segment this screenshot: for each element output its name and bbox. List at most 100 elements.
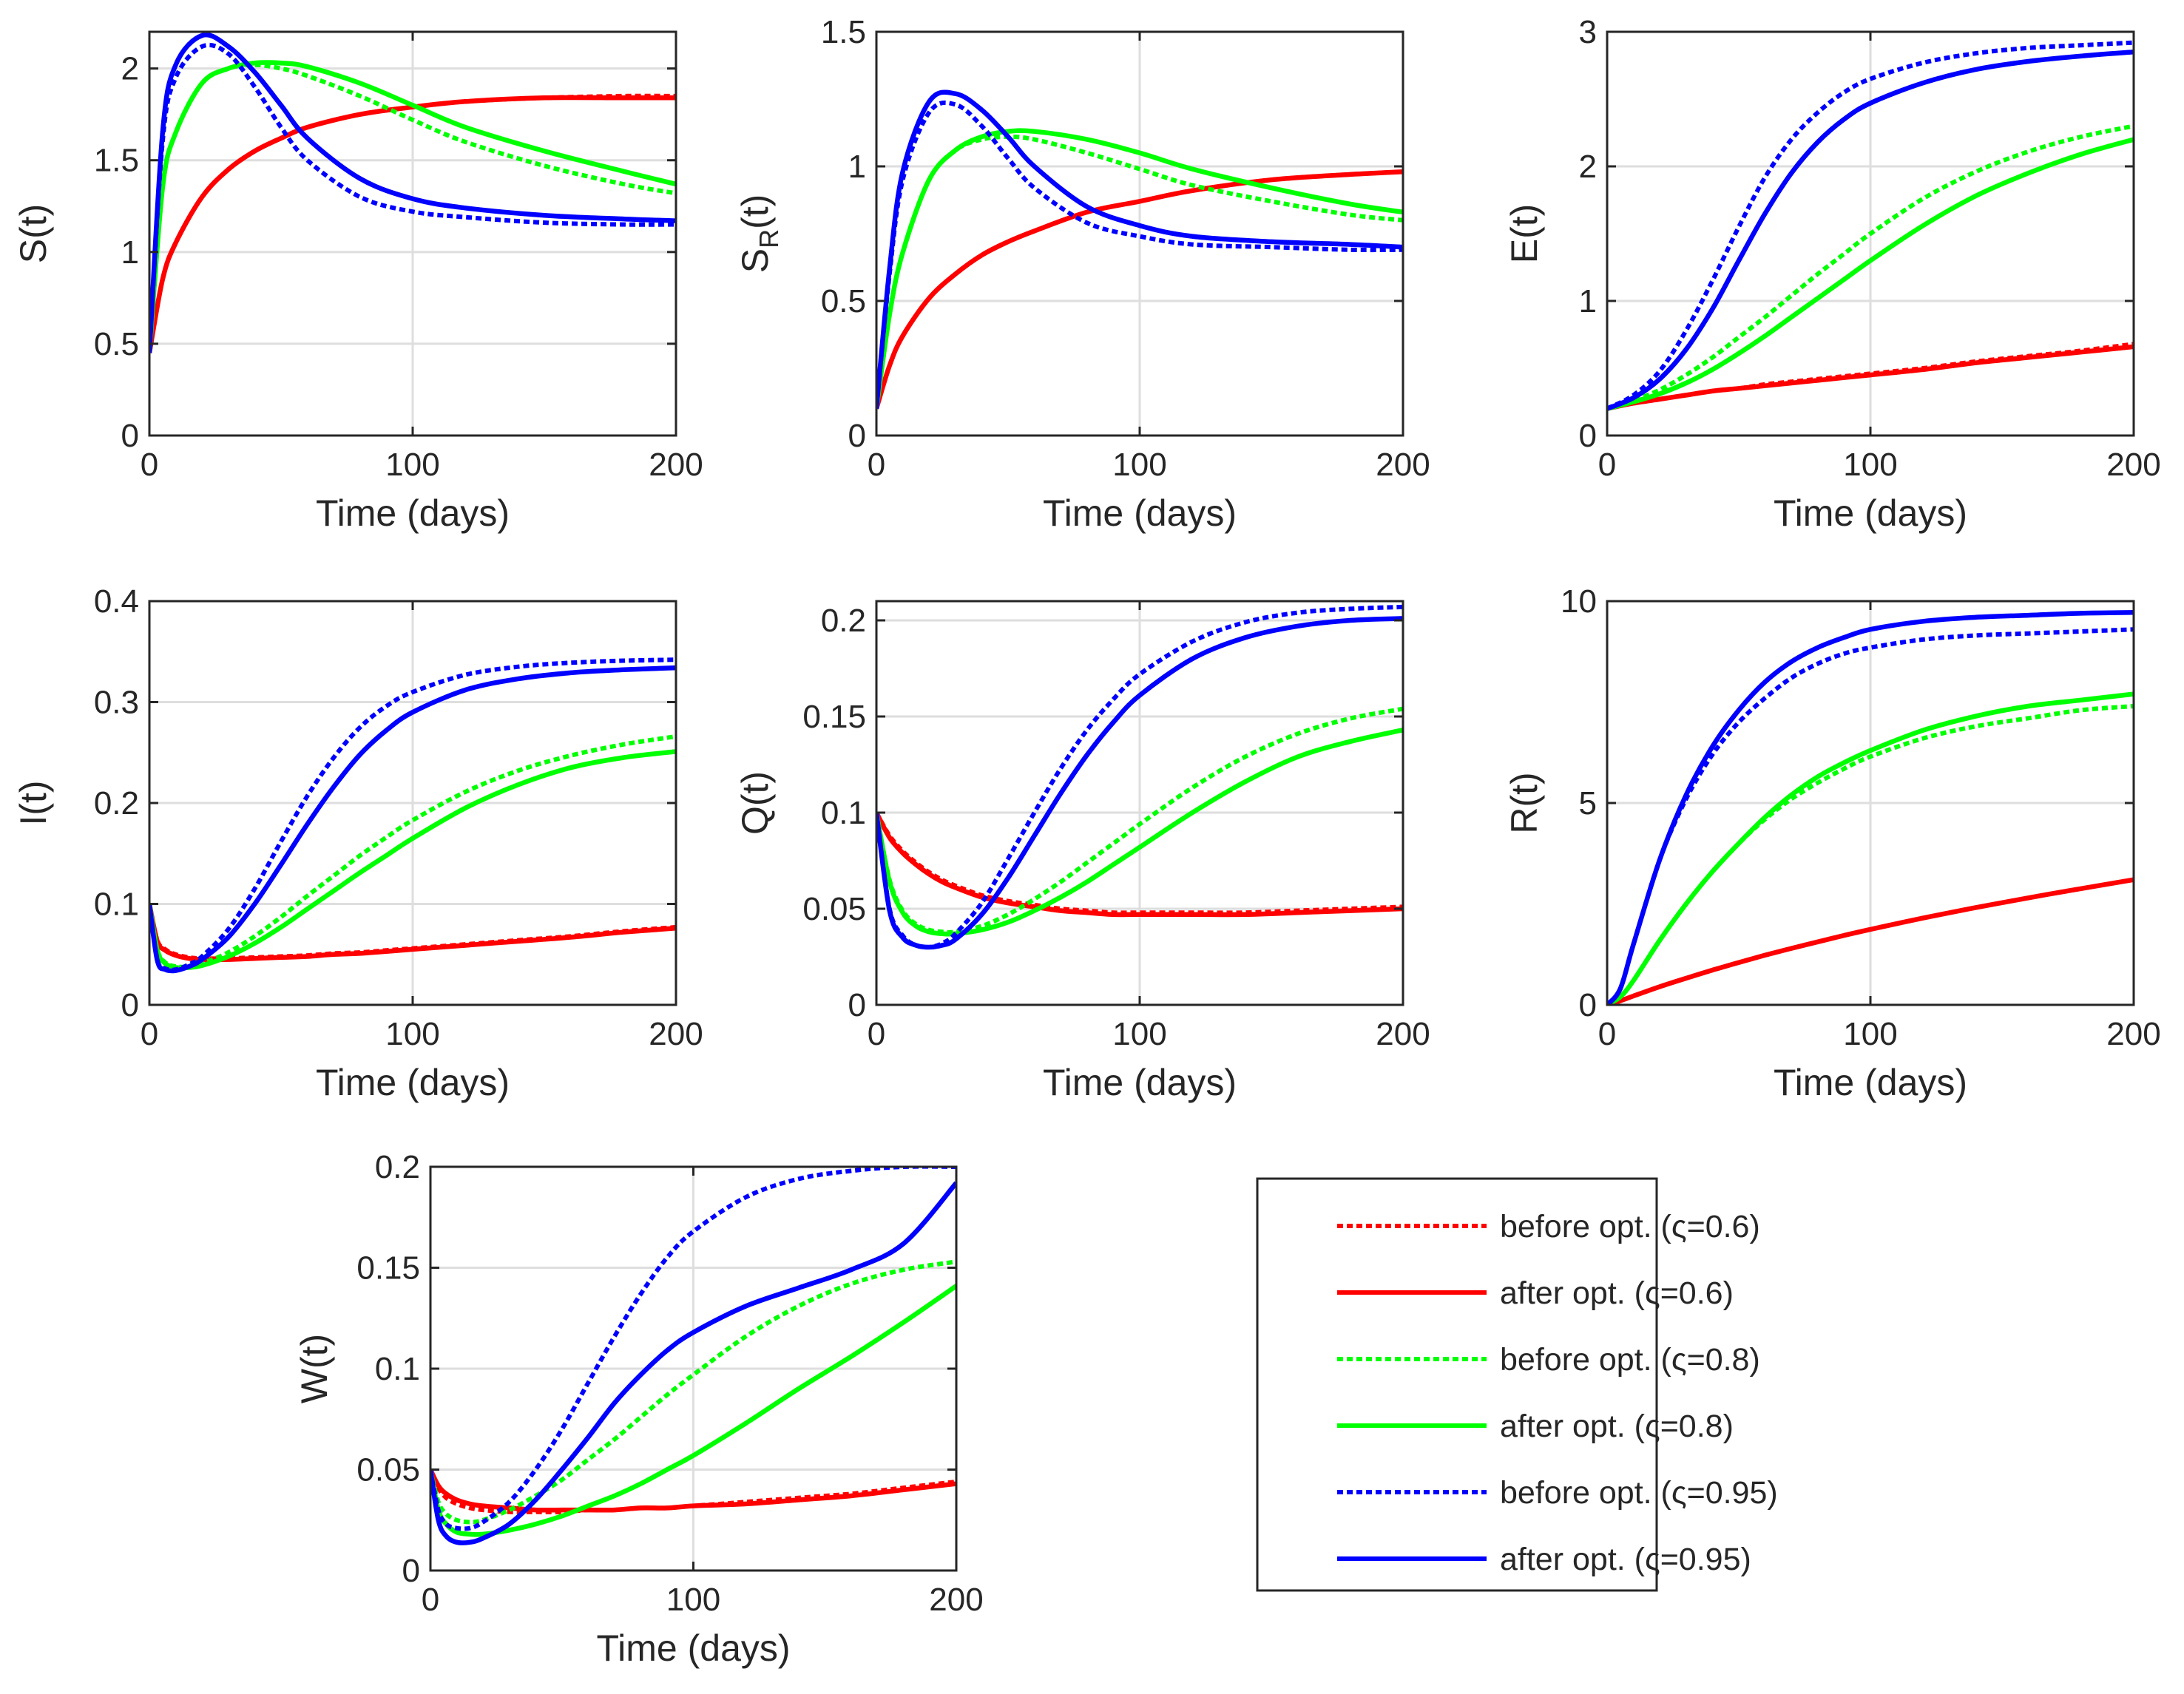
- legend-item: after opt. (ς=0.8): [1337, 1409, 1734, 1444]
- legend-label: after opt. (ς=0.95): [1500, 1542, 1751, 1577]
- series-line-after-5: [149, 32, 676, 353]
- x-tick-label: 0: [1598, 1016, 1616, 1052]
- y-axis-label: S(t): [13, 204, 54, 264]
- series-line-before-2: [430, 1259, 956, 1525]
- x-tick-label: 0: [141, 447, 158, 483]
- y-tick-label: 3: [1579, 14, 1597, 50]
- y-tick-label: 0: [1579, 987, 1597, 1023]
- series-group: [149, 32, 676, 353]
- legend-item: before opt. (ς=0.6): [1337, 1209, 1760, 1244]
- y-tick-label: 1.5: [821, 14, 866, 50]
- x-tick-label: 200: [649, 447, 703, 483]
- legend-label: before opt. (ς=0.95): [1500, 1475, 1778, 1511]
- legend-item: before opt. (ς=0.95): [1337, 1475, 1778, 1511]
- x-tick-label: 0: [868, 447, 885, 483]
- y-tick-label: 0.2: [375, 1149, 420, 1185]
- x-tick-label: 100: [385, 447, 439, 483]
- series-line-before-4: [149, 42, 676, 353]
- series-line-after-5: [876, 89, 1403, 409]
- legend-label: after opt. (ς=0.6): [1500, 1275, 1734, 1311]
- x-axis-label: Time (days): [1043, 492, 1237, 534]
- y-tick-label: 0.05: [802, 891, 866, 927]
- series-line-after-1: [430, 1468, 956, 1513]
- series-line-before-2: [149, 62, 676, 353]
- x-axis-label: Time (days): [1774, 492, 1967, 534]
- series-line-after-3: [876, 728, 1403, 937]
- panel-6: 0 100 200 0 0.05 0.1 0.15 0.2 Time (days) W(t): [294, 1149, 984, 1669]
- y-tick-label: 0.1: [94, 887, 139, 923]
- y-axis-label: W(t): [294, 1334, 335, 1403]
- series-line-after-5: [149, 665, 676, 974]
- series-line-after-5: [1607, 50, 2134, 411]
- x-axis-label: Time (days): [596, 1627, 790, 1669]
- x-tick-label: 200: [1376, 1016, 1430, 1052]
- y-tick-label: 2: [121, 51, 139, 87]
- y-tick-label: 0: [121, 418, 139, 454]
- series-line-before-4: [430, 1167, 956, 1531]
- y-tick-label: 0.2: [821, 603, 866, 639]
- series-line-after-5: [876, 616, 1403, 950]
- x-tick-label: 200: [929, 1582, 983, 1618]
- series-group: [1607, 40, 2134, 411]
- series-line-after-1: [1607, 344, 2134, 411]
- y-tick-label: 1: [1579, 283, 1597, 319]
- series-line-after-1: [876, 169, 1403, 410]
- x-tick-label: 0: [422, 1582, 439, 1618]
- x-axis-label: Time (days): [316, 492, 510, 534]
- panel-2: 0 100 200 0 1 2 3 Time (days) E(t): [1504, 14, 2161, 534]
- x-axis-label: Time (days): [1043, 1062, 1237, 1103]
- y-tick-label: 0: [121, 987, 139, 1023]
- y-tick-label: 2: [1579, 149, 1597, 185]
- y-tick-label: 1.5: [94, 143, 139, 179]
- series-line-after-1: [1607, 877, 2134, 1005]
- series-group: [876, 604, 1403, 950]
- y-tick-label: 0.15: [802, 699, 866, 735]
- series-line-before-4: [876, 604, 1403, 950]
- x-tick-label: 0: [868, 1016, 885, 1052]
- series-group: [149, 657, 676, 974]
- legend-item: after opt. (ς=0.95): [1337, 1542, 1751, 1577]
- series-line-after-3: [149, 60, 676, 353]
- x-tick-label: 0: [1598, 447, 1616, 483]
- series-line-before-4: [1607, 40, 2134, 411]
- y-tick-label: 0.5: [821, 283, 866, 319]
- panel-0: 0 100 200 0 0.5 1 1.5 2 Time (days) S(t): [13, 30, 703, 534]
- x-tick-label: 200: [2106, 1016, 2160, 1052]
- series-line-after-5: [430, 1181, 956, 1545]
- legend-box: [1256, 1177, 1658, 1592]
- y-axis-label: Q(t): [734, 771, 776, 835]
- x-tick-label: 100: [1112, 1016, 1166, 1052]
- y-tick-label: 0.1: [821, 795, 866, 831]
- y-tick-label: 1: [121, 234, 139, 271]
- x-tick-label: 100: [1112, 447, 1166, 483]
- panel-3: 0 100 200 0 0.1 0.2 0.3 0.4 Time (days) I(t): [13, 583, 703, 1103]
- y-tick-label: 0.2: [94, 785, 139, 821]
- y-tick-label: 1: [848, 149, 866, 185]
- y-tick-label: 0.05: [356, 1452, 420, 1488]
- series-line-after-3: [1607, 691, 2134, 1005]
- x-tick-label: 200: [1376, 447, 1430, 483]
- y-tick-label: 0: [402, 1553, 420, 1589]
- series-line-after-1: [149, 95, 676, 353]
- legend-item: after opt. (ς=0.6): [1337, 1275, 1734, 1311]
- y-tick-label: 0: [848, 987, 866, 1023]
- y-tick-label: 0.5: [94, 326, 139, 362]
- legend-label: after opt. (ς=0.8): [1500, 1409, 1734, 1444]
- series-line-after-3: [430, 1284, 956, 1537]
- panel-5: 0 100 200 0 5 10 Time (days) R(t): [1504, 583, 2161, 1103]
- y-tick-label: 0.4: [94, 583, 139, 620]
- y-tick-label: 0: [1579, 418, 1597, 454]
- x-tick-label: 100: [1843, 1016, 1897, 1052]
- y-tick-label: 5: [1579, 785, 1597, 821]
- legend-label: before opt. (ς=0.6): [1500, 1209, 1760, 1244]
- series-line-before-2: [149, 733, 676, 969]
- legend-label: before opt. (ς=0.8): [1500, 1342, 1760, 1378]
- x-tick-label: 100: [1843, 447, 1897, 483]
- series-group: [876, 89, 1403, 410]
- x-tick-label: 100: [666, 1582, 720, 1618]
- legend-item: before opt. (ς=0.8): [1337, 1342, 1760, 1378]
- y-axis-label: R(t): [1504, 772, 1545, 833]
- x-tick-label: 100: [385, 1016, 439, 1052]
- series-line-after-5: [1607, 610, 2134, 1005]
